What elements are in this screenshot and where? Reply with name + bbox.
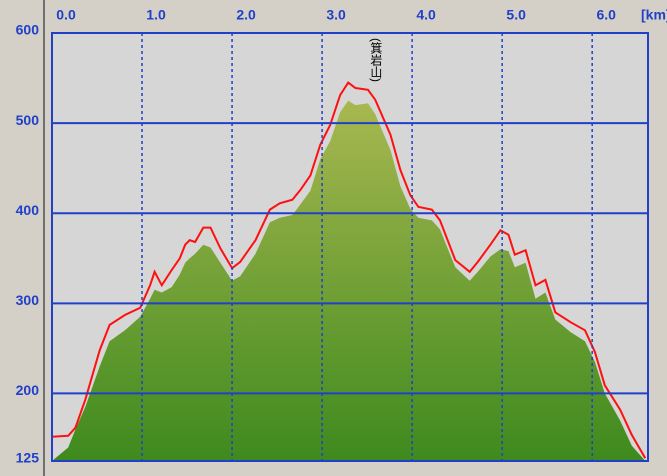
x-tick-label: 1.0 — [146, 7, 166, 23]
y-tick-label: 125 — [16, 450, 40, 466]
x-tick-label: 2.0 — [236, 7, 256, 23]
y-tick-label: 600 — [16, 22, 40, 38]
x-tick-label: 5.0 — [506, 7, 526, 23]
annotation: (箕岩山) — [369, 38, 383, 82]
y-tick-label: 200 — [16, 382, 40, 398]
x-axis-label: [km] — [641, 7, 667, 23]
x-tick-label: 6.0 — [596, 7, 616, 23]
terrain-area — [52, 100, 646, 461]
y-tick-label: 400 — [16, 202, 40, 218]
elevation-line — [51, 81, 647, 459]
x-tick-label: 0.0 — [56, 7, 76, 23]
plot-frame — [51, 32, 649, 462]
x-tick-label: 3.0 — [326, 7, 346, 23]
y-tick-label: 300 — [16, 292, 40, 308]
y-tick-label: 500 — [16, 112, 40, 128]
x-tick-label: 4.0 — [416, 7, 436, 23]
